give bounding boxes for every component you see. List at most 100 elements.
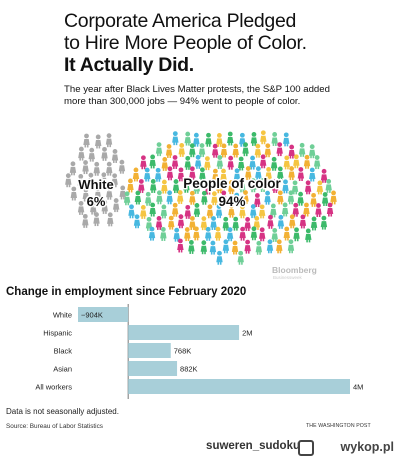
poc-person-icon xyxy=(255,166,262,181)
poc-person-icon xyxy=(160,204,168,219)
poc-person-icon xyxy=(211,191,218,206)
employment-bar-chart: White −904K Hispanic 2M Black 768K Asian 882K Al… xyxy=(35,304,363,399)
poc-person-icon xyxy=(282,179,289,194)
poc-person-icon xyxy=(189,166,196,181)
poc-person-icon xyxy=(220,143,228,158)
poc-person-icon xyxy=(145,216,153,231)
bloomberg-logo: Bloomberg xyxy=(272,265,317,275)
poc-person-icon xyxy=(253,216,260,230)
poc-person-icon xyxy=(212,168,219,183)
headline-line-2: to Hire More People of Color. xyxy=(64,32,307,54)
poc-person-icon xyxy=(172,179,180,194)
poc-person-icon xyxy=(173,227,180,242)
poc-person-icon xyxy=(308,144,316,159)
poc-person-icon xyxy=(161,179,168,194)
poc-person-icon xyxy=(238,178,246,193)
poc-person-icon xyxy=(161,156,168,171)
poc-person-icon xyxy=(283,226,290,241)
poc-person-icon xyxy=(216,155,224,170)
poc-person-icon xyxy=(155,142,163,157)
poc-person-icon xyxy=(321,192,329,206)
bar-all-workers xyxy=(128,379,350,394)
dek: The year after Black Lives Matter protes… xyxy=(64,84,330,107)
poc-person-icon xyxy=(297,167,305,181)
poc-person-icon xyxy=(320,215,328,230)
poc-person-icon xyxy=(244,217,251,231)
poc-person-icon xyxy=(244,239,251,254)
poc-person-icon xyxy=(283,155,290,170)
poc-person-icon xyxy=(245,166,252,181)
poc-person-icon xyxy=(254,143,262,158)
poc-person-icon xyxy=(177,167,185,182)
poc-person-icon xyxy=(145,191,152,206)
poc-person-icon xyxy=(293,154,300,169)
poc-person-icon xyxy=(250,204,257,219)
poc-person-icon xyxy=(171,155,179,169)
poc-person-icon xyxy=(184,204,191,219)
poc-person-icon xyxy=(216,250,223,265)
poc-person-icon xyxy=(277,166,284,181)
poc-person-icon xyxy=(166,190,173,205)
white-person-icon xyxy=(119,185,126,200)
poc-person-icon xyxy=(132,167,140,182)
poc-person-icon xyxy=(166,166,174,181)
poc-person-icon xyxy=(189,216,196,230)
white-person-icon xyxy=(82,187,90,202)
bar-group: White −904K Hispanic 2M Black 768K Asian 882K Al… xyxy=(35,304,363,399)
poc-person-icon xyxy=(250,226,258,241)
headline-line-3: It Actually Did. xyxy=(64,54,194,76)
white-person-icon xyxy=(105,133,113,148)
white-pct: 6% xyxy=(87,194,106,209)
value-label: −904K xyxy=(81,311,103,320)
poc-person-icon xyxy=(267,214,274,229)
poc-person-icon xyxy=(206,204,214,219)
poc-person-icon xyxy=(178,143,185,157)
category-label: All workers xyxy=(35,383,72,392)
poc-person-icon xyxy=(265,166,272,181)
category-label: Asian xyxy=(53,365,72,374)
poc-person-icon xyxy=(148,226,156,241)
poc-person-icon xyxy=(276,239,283,254)
poc-person-icon xyxy=(287,190,295,205)
poc-person-icon xyxy=(149,154,156,169)
white-person-icon xyxy=(101,200,108,214)
poc-person-icon xyxy=(205,180,212,195)
poc-person-icon xyxy=(276,142,283,157)
white-person-icon xyxy=(112,198,120,213)
poc-person-icon xyxy=(326,202,334,217)
poc-person-icon xyxy=(200,216,208,231)
poc-person-icon xyxy=(237,250,244,265)
poc-person-icon xyxy=(220,190,227,205)
footnote: Data is not seasonally adjusted. xyxy=(6,407,119,416)
poc-person-icon xyxy=(299,214,307,229)
poc-person-icon xyxy=(309,167,316,182)
bar-white xyxy=(78,307,129,322)
poc-person-icon xyxy=(250,132,258,146)
poc-person-icon xyxy=(277,190,284,205)
poc-person-icon xyxy=(140,155,147,170)
poc-person-icon xyxy=(154,167,162,182)
poc-person-icon xyxy=(264,143,272,158)
poc-person-icon xyxy=(227,155,234,170)
poc-person-icon xyxy=(200,240,208,255)
value-label: 768K xyxy=(174,347,192,356)
poc-person-icon xyxy=(198,143,206,158)
wykop-logo-icon xyxy=(298,440,314,456)
poc-person-icon xyxy=(283,132,290,147)
poc-person-icon xyxy=(298,142,306,157)
white-person-icon xyxy=(107,212,114,227)
poc-person-icon xyxy=(330,190,337,205)
white-person-icon xyxy=(106,185,113,200)
poc-person-icon xyxy=(177,238,184,253)
poc-person-icon xyxy=(232,216,239,231)
poc-person-icon xyxy=(304,180,312,195)
poc-person-icon xyxy=(315,203,322,218)
poc-person-icon xyxy=(133,214,141,229)
poc-person-icon xyxy=(320,168,328,183)
poc-person-icon xyxy=(325,179,332,193)
poc-person-icon xyxy=(231,240,239,255)
white-person-icon xyxy=(111,149,119,163)
white-person-icon xyxy=(69,161,77,176)
poc-person-icon xyxy=(233,192,240,207)
poc-person-icon xyxy=(270,156,278,171)
